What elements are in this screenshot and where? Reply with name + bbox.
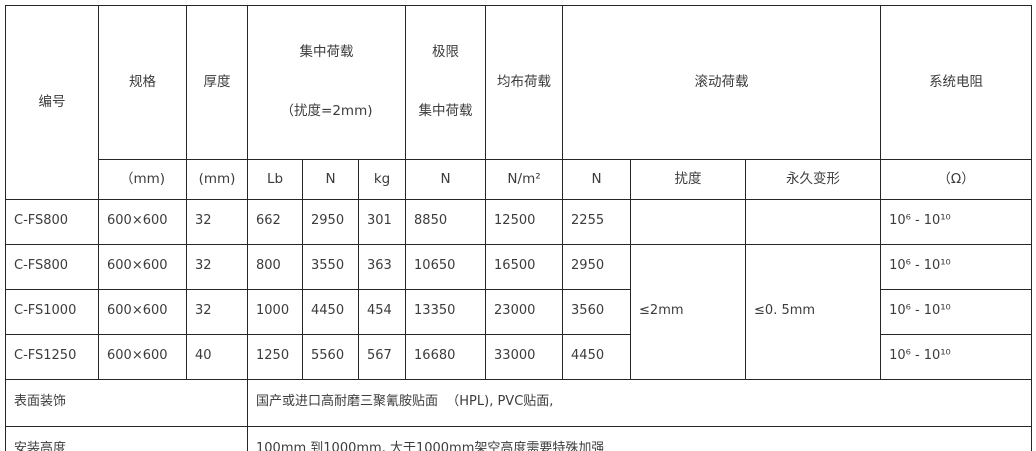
header-concentrated-load: 集中荷载 （扰度=2mm)	[246, 5, 407, 160]
cell-lb: 1000	[247, 288, 303, 335]
cell-lb: 662	[247, 198, 303, 245]
table-row: C-FS800 600×600 32 662 2950 301 8850 125…	[5, 198, 1033, 245]
cell-thickness: 32	[186, 198, 248, 245]
unit-ohm: （Ω）	[880, 158, 1033, 200]
cell-rolling-n: 4450	[562, 333, 632, 380]
header-ultimate-line1: 极限	[432, 43, 460, 60]
cell-spec: 600×600	[98, 333, 187, 380]
cell-rolling-n: 2950	[562, 243, 632, 290]
footer-value-surface: 国产或进口高耐磨三聚氰胺贴面 （HPL), PVC贴面,	[246, 378, 1033, 427]
cell-lb: 1250	[247, 333, 303, 380]
table-row: C-FS1250 600×600 40 1250 5560 567 16680 …	[5, 333, 1033, 380]
cell-ultimate: 13350	[405, 288, 487, 335]
unit-thickness-mm: (mm)	[186, 158, 248, 200]
footer-value-height: 100mm 到1000mm, 大于1000mm架空高度需要特殊加强	[246, 425, 1033, 451]
cell-resistance: 10⁶ - 10¹⁰	[880, 243, 1033, 290]
header-spec: 规格	[98, 5, 187, 160]
unit-spec-mm: （mm)	[98, 158, 187, 200]
cell-ultimate: 10650	[405, 243, 487, 290]
cell-resistance: 10⁶ - 10¹⁰	[880, 198, 1033, 245]
cell-thickness: 32	[186, 288, 248, 335]
cell-uniform: 33000	[485, 333, 564, 380]
cell-uniform: 12500	[485, 198, 564, 245]
unit-rolling-n: N	[562, 158, 632, 200]
cell-ultimate: 8850	[405, 198, 487, 245]
unit-deflection: 扰度	[630, 158, 747, 200]
cell-rolling-n: 2255	[562, 198, 632, 245]
header-concentrated-subtitle: （扰度=2mm)	[280, 103, 373, 120]
cell-deflection-empty	[630, 198, 747, 245]
header-ultimate-line2: 集中荷载	[418, 103, 473, 120]
cell-thickness: 40	[186, 333, 248, 380]
unit-lb: Lb	[247, 158, 303, 200]
header-id: 编号	[5, 5, 99, 200]
unit-ultimate-n: N	[405, 158, 487, 200]
header-thickness: 厚度	[186, 5, 248, 160]
footer-row-height: 安装高度 100mm 到1000mm, 大于1000mm架空高度需要特殊加强	[5, 425, 1033, 451]
unit-n-per-m2: N/m²	[485, 158, 564, 200]
cell-spec: 600×600	[98, 243, 187, 290]
cell-id: C-FS1000	[5, 288, 99, 335]
footer-label-surface: 表面装饰	[5, 378, 248, 427]
cell-id: C-FS1250	[5, 333, 99, 380]
cell-permanent-empty	[745, 198, 882, 245]
cell-rolling-n: 3560	[562, 288, 632, 335]
header-concentrated-title: 集中荷载	[299, 43, 354, 60]
cell-kg: 454	[357, 288, 407, 335]
cell-resistance: 10⁶ - 10¹⁰	[880, 333, 1033, 380]
footer-label-height: 安装高度	[5, 425, 248, 451]
header-rolling-load: 滚动荷载	[562, 5, 882, 160]
header-row-units: （mm) (mm) Lb N kg N N/m² N 扰度 永久变形 （Ω）	[6, 158, 1033, 200]
cell-kg: 301	[357, 198, 407, 245]
cell-kg: 363	[357, 243, 407, 290]
cell-spec: 600×600	[98, 198, 187, 245]
cell-id: C-FS800	[5, 198, 99, 245]
header-row-top: 编号 规格 厚度 集中荷载 （扰度=2mm) 极限 集中荷载 均布荷载 滚动荷载…	[5, 5, 1033, 200]
unit-permanent-deformation: 永久变形	[745, 158, 882, 200]
cell-lb: 800	[247, 243, 303, 290]
floor-spec-table: 编号 规格 厚度 集中荷载 （扰度=2mm) 极限 集中荷载 均布荷载 滚动荷载…	[5, 5, 1033, 451]
cell-uniform: 16500	[485, 243, 564, 290]
cell-n: 4450	[302, 288, 359, 335]
cell-thickness: 32	[186, 243, 248, 290]
unit-kg: kg	[357, 158, 407, 200]
cell-kg: 567	[357, 333, 407, 380]
cell-uniform: 23000	[485, 288, 564, 335]
cell-ultimate: 16680	[405, 333, 487, 380]
cell-n: 2950	[302, 198, 359, 245]
header-uniform-load: 均布荷载	[485, 5, 564, 160]
unit-n: N	[302, 158, 359, 200]
cell-id: C-FS800	[5, 243, 99, 290]
cell-n: 3550	[302, 243, 359, 290]
cell-resistance: 10⁶ - 10¹⁰	[880, 288, 1033, 335]
table-row: C-FS800 600×600 32 800 3550 363 10650 16…	[5, 243, 1033, 380]
header-system-resistance: 系统电阻	[880, 5, 1033, 160]
table-row: C-FS1000 600×600 32 1000 4450 454 13350 …	[5, 288, 1033, 335]
cell-permanent-merged: ≤0. 5mm	[745, 243, 882, 380]
cell-deflection-merged: ≤2mm	[630, 243, 747, 380]
footer-row-surface: 表面装饰 国产或进口高耐磨三聚氰胺贴面 （HPL), PVC贴面,	[5, 378, 1033, 427]
header-ultimate-load: 极限 集中荷载	[405, 5, 487, 160]
cell-spec: 600×600	[98, 288, 187, 335]
cell-n: 5560	[302, 333, 359, 380]
